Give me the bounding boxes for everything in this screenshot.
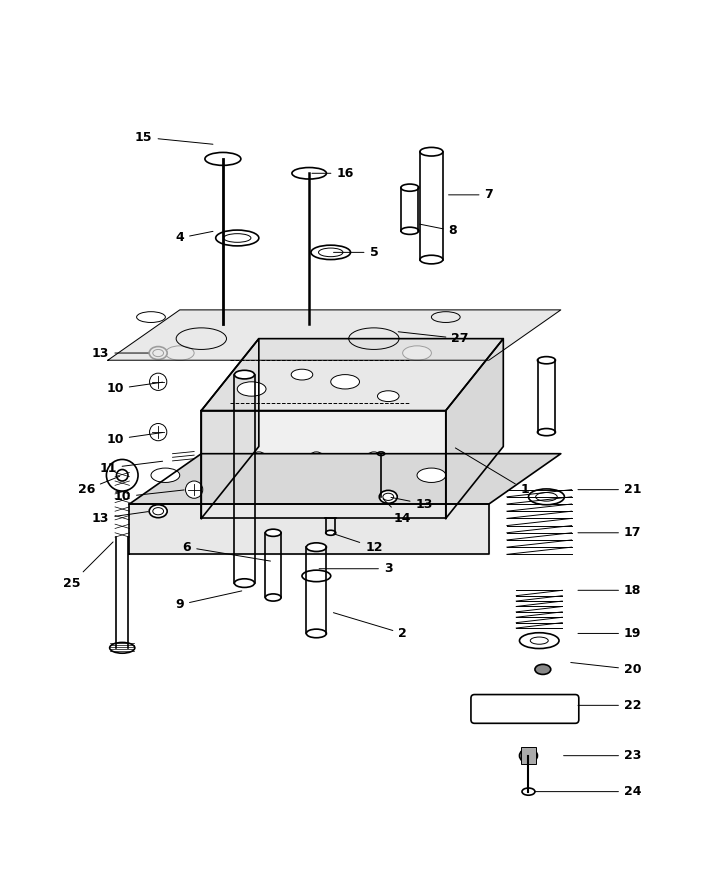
Bar [521, 747, 536, 764]
Text: 18: 18 [578, 584, 641, 597]
Polygon shape [201, 411, 446, 519]
Text: 22: 22 [578, 699, 641, 712]
Polygon shape [129, 504, 489, 555]
Ellipse shape [234, 371, 255, 379]
Text: 3: 3 [319, 563, 393, 575]
Text: 9: 9 [175, 591, 242, 611]
Ellipse shape [380, 490, 398, 504]
Ellipse shape [237, 382, 266, 396]
Text: 1: 1 [455, 448, 529, 497]
Ellipse shape [109, 642, 135, 653]
Polygon shape [129, 454, 561, 504]
Text: 6: 6 [183, 540, 270, 561]
Text: 2: 2 [334, 613, 407, 640]
Ellipse shape [205, 153, 241, 165]
Text: 14: 14 [383, 499, 411, 525]
Ellipse shape [326, 530, 336, 535]
Ellipse shape [519, 633, 559, 648]
Text: 10: 10 [106, 382, 162, 396]
Ellipse shape [306, 543, 326, 552]
Text: 10: 10 [106, 432, 162, 446]
Ellipse shape [383, 493, 394, 500]
Text: 24: 24 [535, 785, 641, 798]
Text: 26: 26 [78, 476, 119, 497]
Circle shape [150, 423, 167, 441]
Ellipse shape [291, 369, 313, 380]
Text: 13: 13 [92, 346, 148, 360]
Ellipse shape [308, 452, 325, 470]
Ellipse shape [528, 489, 564, 505]
Polygon shape [201, 338, 259, 519]
Ellipse shape [152, 507, 164, 514]
Ellipse shape [536, 493, 557, 501]
FancyBboxPatch shape [471, 695, 579, 723]
Text: 8: 8 [420, 224, 457, 238]
Ellipse shape [292, 168, 326, 179]
Text: 4: 4 [175, 231, 213, 245]
Ellipse shape [302, 570, 331, 581]
Circle shape [116, 470, 128, 481]
Text: 13: 13 [391, 497, 433, 511]
Text: 16: 16 [312, 167, 354, 179]
Ellipse shape [216, 230, 259, 246]
Polygon shape [446, 338, 503, 519]
Ellipse shape [365, 452, 383, 470]
Ellipse shape [400, 227, 418, 234]
Text: 5: 5 [334, 246, 378, 259]
Polygon shape [108, 310, 561, 360]
Ellipse shape [535, 664, 551, 674]
Ellipse shape [538, 356, 555, 363]
Ellipse shape [420, 147, 443, 156]
Circle shape [106, 459, 138, 491]
Ellipse shape [311, 246, 351, 260]
Ellipse shape [531, 637, 548, 644]
Text: 20: 20 [571, 663, 641, 676]
Ellipse shape [265, 530, 281, 537]
Ellipse shape [234, 579, 255, 588]
Text: 27: 27 [398, 332, 469, 346]
Text: 25: 25 [63, 542, 113, 589]
Ellipse shape [165, 346, 194, 360]
Ellipse shape [377, 391, 399, 402]
Ellipse shape [403, 346, 431, 360]
Ellipse shape [319, 248, 343, 256]
Circle shape [186, 481, 203, 498]
Ellipse shape [377, 452, 385, 455]
Text: 13: 13 [92, 512, 148, 525]
Text: 17: 17 [578, 526, 641, 539]
Ellipse shape [224, 234, 251, 242]
Ellipse shape [249, 452, 267, 470]
Ellipse shape [265, 594, 281, 601]
Ellipse shape [538, 429, 555, 436]
Text: 23: 23 [564, 749, 641, 762]
Ellipse shape [150, 346, 167, 360]
Ellipse shape [150, 505, 167, 518]
Text: 19: 19 [578, 627, 641, 640]
Ellipse shape [522, 788, 535, 795]
Ellipse shape [417, 468, 446, 482]
Ellipse shape [400, 184, 418, 191]
Ellipse shape [151, 468, 180, 482]
Circle shape [150, 373, 167, 390]
Text: 21: 21 [578, 483, 641, 497]
Ellipse shape [152, 349, 164, 356]
Bar [496, 699, 554, 711]
Text: 10: 10 [114, 490, 184, 504]
Polygon shape [201, 338, 503, 411]
Text: 11: 11 [99, 461, 162, 474]
Ellipse shape [331, 374, 360, 389]
Text: 7: 7 [449, 188, 493, 201]
Text: 12: 12 [334, 534, 383, 554]
Text: 15: 15 [135, 131, 213, 145]
Ellipse shape [420, 255, 443, 263]
Ellipse shape [306, 630, 326, 638]
Ellipse shape [519, 748, 537, 763]
